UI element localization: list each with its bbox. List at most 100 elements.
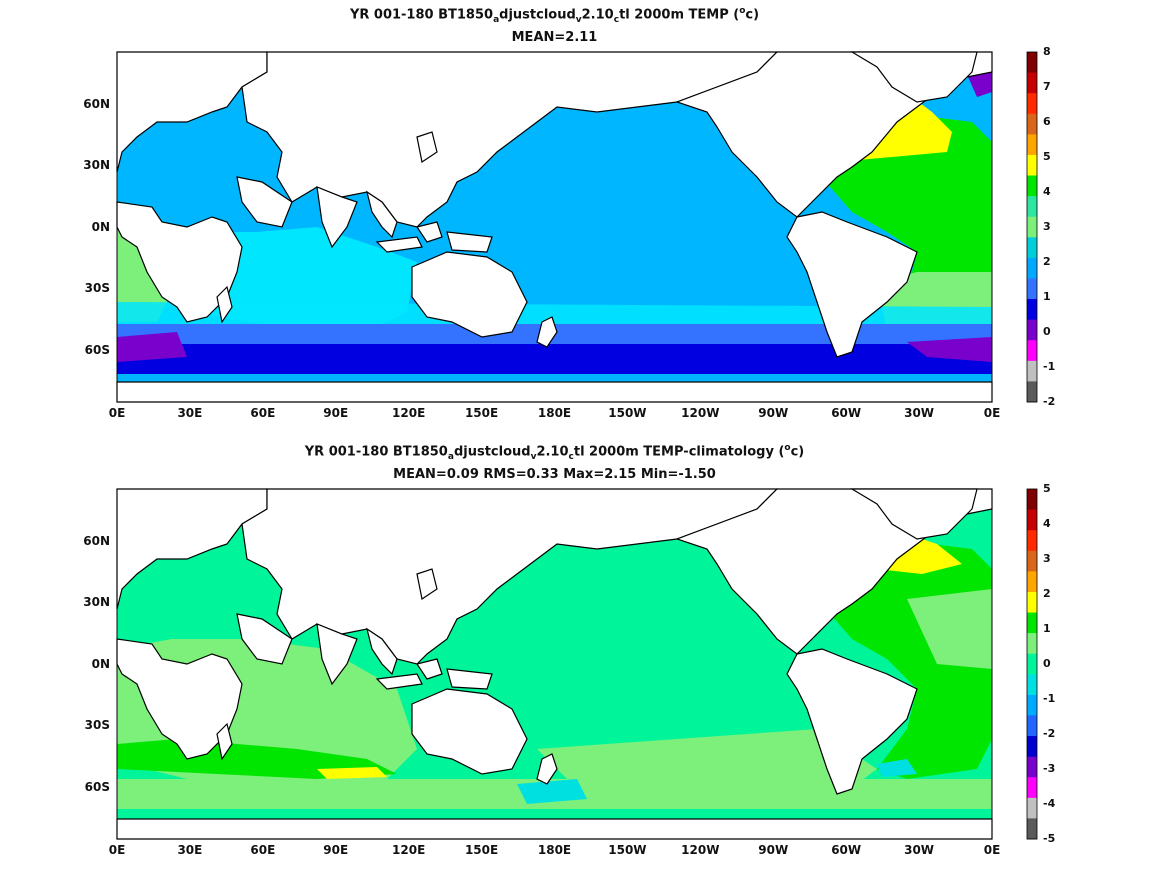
colorbar-swatch <box>1027 633 1037 655</box>
map-stats-1: MEAN=2.11 <box>511 30 598 45</box>
lat-tick-label: 30S <box>84 718 110 732</box>
map-panel-2 <box>116 488 993 840</box>
lon-tick-label: 90W <box>758 406 789 420</box>
map-frame-1 <box>116 51 993 403</box>
colorbar-2 <box>1026 488 1038 840</box>
colorbar-tick-label: 5 <box>1043 482 1051 495</box>
lon-tick-label: 180E <box>537 406 572 420</box>
lon-tick-label: 0E <box>108 406 126 420</box>
colorbar-tick-label: -3 <box>1043 762 1056 775</box>
lat-tick-label: 60N <box>83 534 110 548</box>
lon-tick-label: 150W <box>608 406 647 420</box>
colorbar-swatch <box>1027 489 1037 511</box>
lon-tick-label: 0E <box>108 843 126 857</box>
colorbar-tick-label: -1 <box>1043 692 1056 705</box>
colorbar-swatch <box>1027 52 1037 74</box>
colorbar-swatch <box>1027 509 1037 531</box>
colorbar-tick-label: 1 <box>1043 290 1051 303</box>
colorbar-tick-label: 6 <box>1043 115 1051 128</box>
colorbar-tick-label: -2 <box>1043 727 1056 740</box>
lon-tick-label: 120E <box>392 843 426 857</box>
lat-tick-label: 30S <box>84 281 110 295</box>
colorbar-swatch <box>1027 797 1037 819</box>
colorbar-tick-label: 4 <box>1043 517 1051 530</box>
lon-tick-label: 60W <box>831 406 862 420</box>
lon-tick-label: 0E <box>983 843 1001 857</box>
colorbar-swatch <box>1027 612 1037 634</box>
colorbar-swatch <box>1027 653 1037 675</box>
colorbar-swatch <box>1027 777 1037 799</box>
lon-tick-label: 90E <box>323 843 349 857</box>
lon-tick-label: 90E <box>323 406 349 420</box>
field-southern-darkblue-1 <box>117 344 992 374</box>
colorbar-tick-label: 2 <box>1043 587 1051 600</box>
colorbar-swatch <box>1027 591 1037 614</box>
field-southern-cyan-2 <box>517 779 587 804</box>
colorbar-swatch <box>1027 134 1037 156</box>
field-south-africa-lightgreen-1 <box>117 222 172 322</box>
colorbar-tick-label: 7 <box>1043 80 1051 93</box>
colorbar-tick-label: 3 <box>1043 552 1051 565</box>
colorbar-frame <box>1026 488 1038 840</box>
colorbar-swatch <box>1027 530 1037 552</box>
colorbar-tick-label: -4 <box>1043 797 1056 810</box>
colorbar-swatch <box>1027 113 1037 135</box>
colorbar-swatch <box>1027 818 1037 840</box>
colorbar-swatch <box>1027 196 1037 218</box>
lon-tick-label: 120E <box>392 406 426 420</box>
colorbar-swatch <box>1027 257 1037 279</box>
lon-tick-label: 150W <box>608 843 647 857</box>
lon-tick-label: 60E <box>250 843 276 857</box>
colorbar-swatch <box>1027 550 1037 572</box>
colorbar-swatch <box>1027 571 1037 593</box>
colorbar-tick-label: 5 <box>1043 150 1051 163</box>
colorbar-swatch <box>1027 674 1037 696</box>
map-title-2: YR 001-180 BT1850adjustcloudv2.10ctl 200… <box>304 443 805 462</box>
lon-tick-label: 60W <box>831 843 862 857</box>
colorbar-tick-label: 2 <box>1043 255 1051 268</box>
colorbar-1 <box>1026 51 1038 403</box>
colorbar-swatch <box>1027 360 1037 382</box>
colorbar-tick-label: 0 <box>1043 657 1051 670</box>
lon-tick-label: 30W <box>904 406 935 420</box>
colorbar-tick-label: -5 <box>1043 832 1056 845</box>
lat-tick-label: 60N <box>83 97 110 111</box>
lat-tick-label: 0N <box>91 657 110 671</box>
lat-tick-label: 30N <box>83 595 110 609</box>
colorbar-swatch <box>1027 756 1037 778</box>
lon-tick-label: 150E <box>464 406 499 420</box>
lat-tick-label: 30N <box>83 158 110 172</box>
lon-tick-label: 60E <box>250 406 276 420</box>
colorbar-tick-label: 3 <box>1043 220 1051 233</box>
map-frame-2 <box>116 488 993 840</box>
lon-tick-label: 30W <box>904 843 935 857</box>
lat-tick-label: 60S <box>84 780 110 794</box>
colorbar-frame <box>1026 51 1038 403</box>
field-southern-yellow-2 <box>317 767 387 779</box>
colorbar-tick-label: 8 <box>1043 45 1051 58</box>
lat-tick-label: 60S <box>84 343 110 357</box>
lon-tick-label: 30E <box>177 843 203 857</box>
colorbar-swatch <box>1027 715 1037 737</box>
colorbar-swatch <box>1027 237 1037 259</box>
field-southern-cyan2-2 <box>877 759 917 777</box>
colorbar-swatch <box>1027 72 1037 94</box>
lon-tick-label: 30E <box>177 406 203 420</box>
colorbar-swatch <box>1027 694 1037 716</box>
map-stats-2: MEAN=0.09 RMS=0.33 Max=2.15 Min=-1.50 <box>393 467 716 482</box>
colorbar-tick-label: 0 <box>1043 325 1051 338</box>
colorbar-swatch <box>1027 319 1037 341</box>
colorbar-swatch <box>1027 154 1037 177</box>
colorbar-swatch <box>1027 381 1037 403</box>
map-panel-1 <box>116 51 993 403</box>
colorbar-swatch <box>1027 278 1037 300</box>
colorbar-tick-label: 4 <box>1043 185 1051 198</box>
field-atlantic-lightgreen-2 <box>907 589 992 669</box>
lon-tick-label: 120W <box>681 406 720 420</box>
colorbar-swatch <box>1027 299 1037 321</box>
lon-tick-label: 150E <box>464 843 499 857</box>
lon-tick-label: 180E <box>537 843 572 857</box>
lat-tick-label: 0N <box>91 220 110 234</box>
colorbar-swatch <box>1027 216 1037 238</box>
